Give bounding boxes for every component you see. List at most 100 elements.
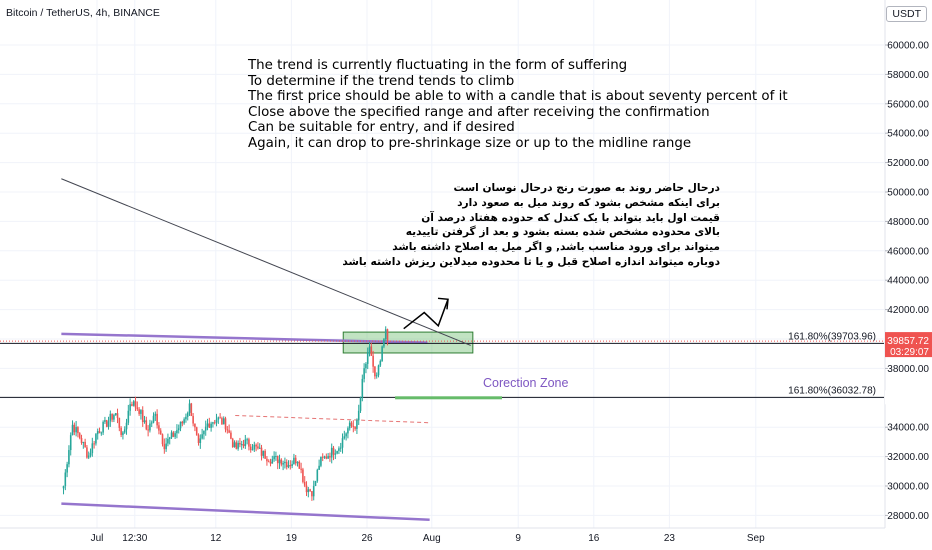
candle-body [170, 432, 173, 438]
candle-body [336, 450, 338, 454]
candle-body [195, 427, 198, 436]
candle-body [273, 456, 275, 460]
dashed-midline [235, 414, 431, 424]
candle-body [163, 444, 166, 450]
persian-note: درحال حاضر روند به صورت رنج درحال نوسان … [342, 181, 720, 270]
candle-body [330, 447, 333, 458]
candle-body [246, 439, 248, 441]
candle-body [118, 417, 121, 428]
candle-body [181, 421, 184, 424]
candle-body [374, 366, 376, 377]
candle-body [165, 443, 167, 450]
candle-body [327, 456, 329, 459]
price-tick-label: 38000.00 [887, 364, 929, 375]
candle-body [280, 459, 283, 465]
candle-body [307, 489, 310, 493]
candle-body [350, 422, 353, 426]
price-tick-label: 46000.00 [887, 246, 929, 257]
candle-body [224, 418, 227, 430]
candle-body [311, 491, 313, 497]
candle-body [251, 449, 254, 451]
lower-channel-line [61, 502, 430, 522]
candle-body [143, 420, 146, 423]
candle-body [69, 435, 72, 451]
candle-body [296, 461, 299, 464]
chart-symbol-title[interactable]: Bitcoin / TetherUS, 4h, BINANCE [6, 7, 160, 19]
candle-body [98, 431, 101, 433]
candle-body [284, 461, 286, 464]
candle-body [71, 424, 74, 436]
candle-body [212, 422, 214, 424]
candle-body [104, 420, 106, 422]
candle-body [361, 378, 364, 398]
candle-body [303, 481, 306, 486]
candle-body [140, 410, 142, 414]
price-tick-label: 54000.00 [887, 129, 929, 140]
candle-body [352, 425, 355, 427]
candle-body [116, 413, 119, 418]
time-tick-label: 12 [210, 533, 222, 544]
candle-body [309, 489, 311, 492]
candle-body [384, 329, 387, 340]
candle-body [332, 447, 335, 455]
candle-body [86, 447, 88, 458]
english-note-line: Close above the specified range and afte… [248, 104, 710, 120]
candle-body [221, 418, 223, 425]
candle-body [176, 430, 178, 434]
candle-body [96, 431, 99, 435]
price-tick-label: 52000.00 [887, 158, 929, 169]
candle-body [136, 407, 139, 410]
candle-body [161, 434, 164, 445]
candle-body [177, 428, 180, 431]
price-tick-label: 58000.00 [887, 70, 929, 81]
candle-body [84, 441, 86, 448]
candle-body [383, 339, 385, 347]
candle-body [240, 444, 243, 446]
candle-body [266, 458, 268, 462]
persian-note-line: قیمت اول باید بتواند با یک کندل که حدوده… [421, 211, 720, 224]
candle-body [343, 436, 346, 439]
candle-body [370, 346, 373, 356]
candle-body [125, 422, 128, 430]
candle-body [213, 422, 216, 424]
candle-body [359, 397, 362, 411]
candle-body [152, 415, 155, 423]
candle-body [186, 412, 189, 417]
persian-note-line: برای اینکه مشخص بشود که روند میل به صعود… [457, 196, 720, 209]
candle-body [228, 430, 230, 433]
time-tick-label: 23 [664, 533, 676, 544]
drawings-back: 161.80%(39703.96) 161.80%(36032.78) [0, 331, 884, 522]
price-tick-label: 56000.00 [887, 99, 929, 110]
candle-body [381, 346, 383, 361]
price-tick-label: 28000.00 [887, 511, 929, 522]
candle-body [239, 442, 241, 445]
candle-body [287, 465, 290, 468]
fib-level-label: 161.80%(36032.78) [788, 385, 876, 396]
candle-body [194, 423, 196, 428]
candle-body [312, 485, 315, 497]
candle-body [185, 416, 187, 420]
correction-zone-bar [395, 396, 502, 400]
time-axis-background [0, 529, 932, 550]
candle-body [267, 461, 270, 463]
candle-body [75, 427, 77, 433]
candle-body [354, 426, 356, 429]
drawings-front [61, 178, 471, 346]
time-tick-label: 16 [588, 533, 600, 544]
currency-selector[interactable]: USDT [886, 6, 927, 22]
price-tick-label: 50000.00 [887, 188, 929, 199]
candle-body [237, 442, 239, 449]
candle-body [260, 447, 263, 456]
candle-body [248, 439, 250, 447]
candle-body [105, 420, 108, 427]
candle-body [357, 410, 360, 421]
candle-body [341, 438, 344, 448]
candle-body [217, 417, 220, 420]
candle-body [300, 468, 302, 470]
candle-body [365, 363, 367, 369]
candle-body [141, 410, 144, 423]
candle-body [320, 456, 322, 466]
